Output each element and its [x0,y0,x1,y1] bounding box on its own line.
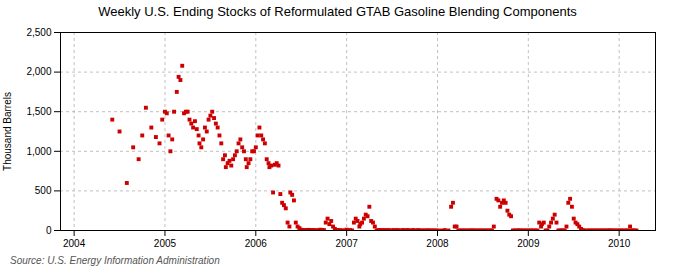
svg-text:500: 500 [35,185,52,196]
html-text:Weekly U.S. Ending Stocks of R: Weekly U.S. Ending Stocks of Reformulate… [98,4,577,19]
svg-text:2010: 2010 [608,238,631,249]
html-text:Source: U.S. Energy Informatio: Source: U.S. Energy Information Administ… [10,255,220,266]
svg-text:2,500: 2,500 [26,27,51,38]
svg-text:Thousand Barrels: Thousand Barrels [2,92,13,171]
svg-text:2008: 2008 [426,238,449,249]
svg-text:2009: 2009 [517,238,540,249]
svg-text:2,000: 2,000 [26,66,51,77]
svg-text:2007: 2007 [336,238,359,249]
svg-text:0: 0 [46,225,52,236]
svg-text:1,000: 1,000 [26,146,51,157]
svg-text:2004: 2004 [63,238,86,249]
svg-text:2005: 2005 [154,238,177,249]
svg-text:1,500: 1,500 [26,106,51,117]
svg-text:2006: 2006 [245,238,268,249]
